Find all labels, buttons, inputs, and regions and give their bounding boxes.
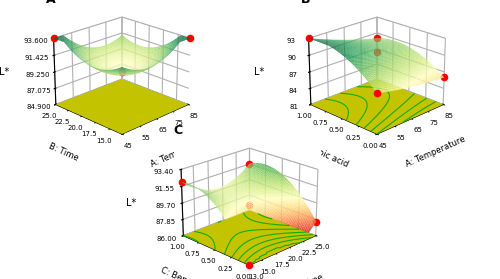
- Text: C: C: [174, 124, 182, 137]
- X-axis label: A: Temperature: A: Temperature: [404, 135, 467, 169]
- Text: B: B: [301, 0, 310, 6]
- Y-axis label: C: Benzoic acid: C: Benzoic acid: [287, 135, 350, 169]
- Text: A: A: [46, 0, 56, 6]
- X-axis label: A: Temperature: A: Temperature: [150, 135, 212, 169]
- Y-axis label: B: Time: B: Time: [47, 141, 80, 163]
- X-axis label: B: Time: B: Time: [292, 273, 324, 279]
- Y-axis label: C: Benzoic acid: C: Benzoic acid: [160, 266, 222, 279]
